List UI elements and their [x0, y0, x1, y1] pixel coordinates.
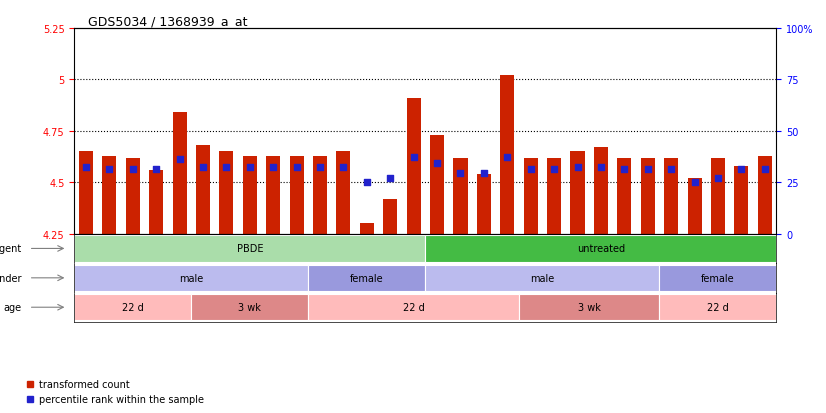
Bar: [641, 158, 655, 234]
Text: male: male: [179, 273, 203, 283]
Text: agent: agent: [0, 244, 21, 254]
Point: [150, 166, 163, 173]
Bar: [594, 148, 608, 234]
Point: [688, 180, 701, 186]
Text: 3 wk: 3 wk: [239, 302, 261, 313]
Bar: [659, 265, 776, 291]
Text: 22 d: 22 d: [122, 302, 144, 313]
Bar: [192, 294, 308, 320]
Point: [734, 166, 748, 173]
Point: [173, 156, 186, 163]
Bar: [477, 175, 491, 234]
Point: [454, 170, 468, 177]
Bar: [617, 158, 631, 234]
Bar: [547, 158, 561, 234]
Point: [126, 166, 140, 173]
Bar: [406, 99, 420, 234]
Point: [197, 164, 210, 171]
Point: [477, 170, 491, 177]
Point: [102, 166, 116, 173]
Bar: [173, 113, 187, 234]
Bar: [243, 156, 257, 234]
Point: [79, 164, 93, 171]
Point: [267, 164, 280, 171]
Point: [618, 166, 631, 173]
Point: [407, 154, 420, 161]
Bar: [383, 199, 397, 234]
Point: [758, 166, 771, 173]
Bar: [757, 156, 771, 234]
Point: [383, 176, 396, 182]
Bar: [308, 294, 519, 320]
Text: female: female: [350, 273, 384, 283]
Point: [664, 166, 677, 173]
Bar: [266, 156, 280, 234]
Bar: [336, 152, 350, 234]
Bar: [430, 135, 444, 234]
Point: [594, 164, 607, 171]
Bar: [74, 294, 192, 320]
Point: [220, 164, 233, 171]
Bar: [360, 224, 374, 234]
Bar: [290, 156, 304, 234]
Point: [711, 176, 724, 182]
Text: 22 d: 22 d: [403, 302, 425, 313]
Text: PBDE: PBDE: [236, 244, 263, 254]
Bar: [664, 158, 678, 234]
Bar: [711, 158, 725, 234]
Bar: [126, 158, 140, 234]
Bar: [74, 236, 425, 262]
Bar: [313, 156, 327, 234]
Point: [571, 164, 584, 171]
Bar: [196, 146, 210, 234]
Bar: [425, 236, 776, 262]
Text: GDS5034 / 1368939_a_at: GDS5034 / 1368939_a_at: [88, 15, 248, 28]
Bar: [519, 294, 659, 320]
Bar: [79, 152, 93, 234]
Text: male: male: [530, 273, 554, 283]
Point: [243, 164, 256, 171]
Text: 22 d: 22 d: [707, 302, 729, 313]
Legend: transformed count, percentile rank within the sample: transformed count, percentile rank withi…: [21, 375, 208, 408]
Text: female: female: [701, 273, 735, 283]
Bar: [150, 171, 164, 234]
Text: untreated: untreated: [577, 244, 625, 254]
Point: [524, 166, 537, 173]
Point: [337, 164, 350, 171]
Point: [430, 160, 444, 167]
Point: [501, 154, 514, 161]
Point: [641, 166, 654, 173]
Bar: [524, 158, 538, 234]
Bar: [425, 265, 659, 291]
Point: [314, 164, 327, 171]
Point: [360, 180, 373, 186]
Bar: [102, 156, 116, 234]
Bar: [501, 76, 515, 234]
Bar: [687, 179, 701, 234]
Bar: [220, 152, 234, 234]
Bar: [659, 294, 776, 320]
Text: 3 wk: 3 wk: [577, 302, 601, 313]
Bar: [571, 152, 585, 234]
Point: [290, 164, 303, 171]
Bar: [74, 265, 308, 291]
Bar: [453, 158, 468, 234]
Bar: [734, 166, 748, 234]
Text: age: age: [3, 302, 21, 313]
Point: [548, 166, 561, 173]
Text: gender: gender: [0, 273, 21, 283]
Bar: [308, 265, 425, 291]
